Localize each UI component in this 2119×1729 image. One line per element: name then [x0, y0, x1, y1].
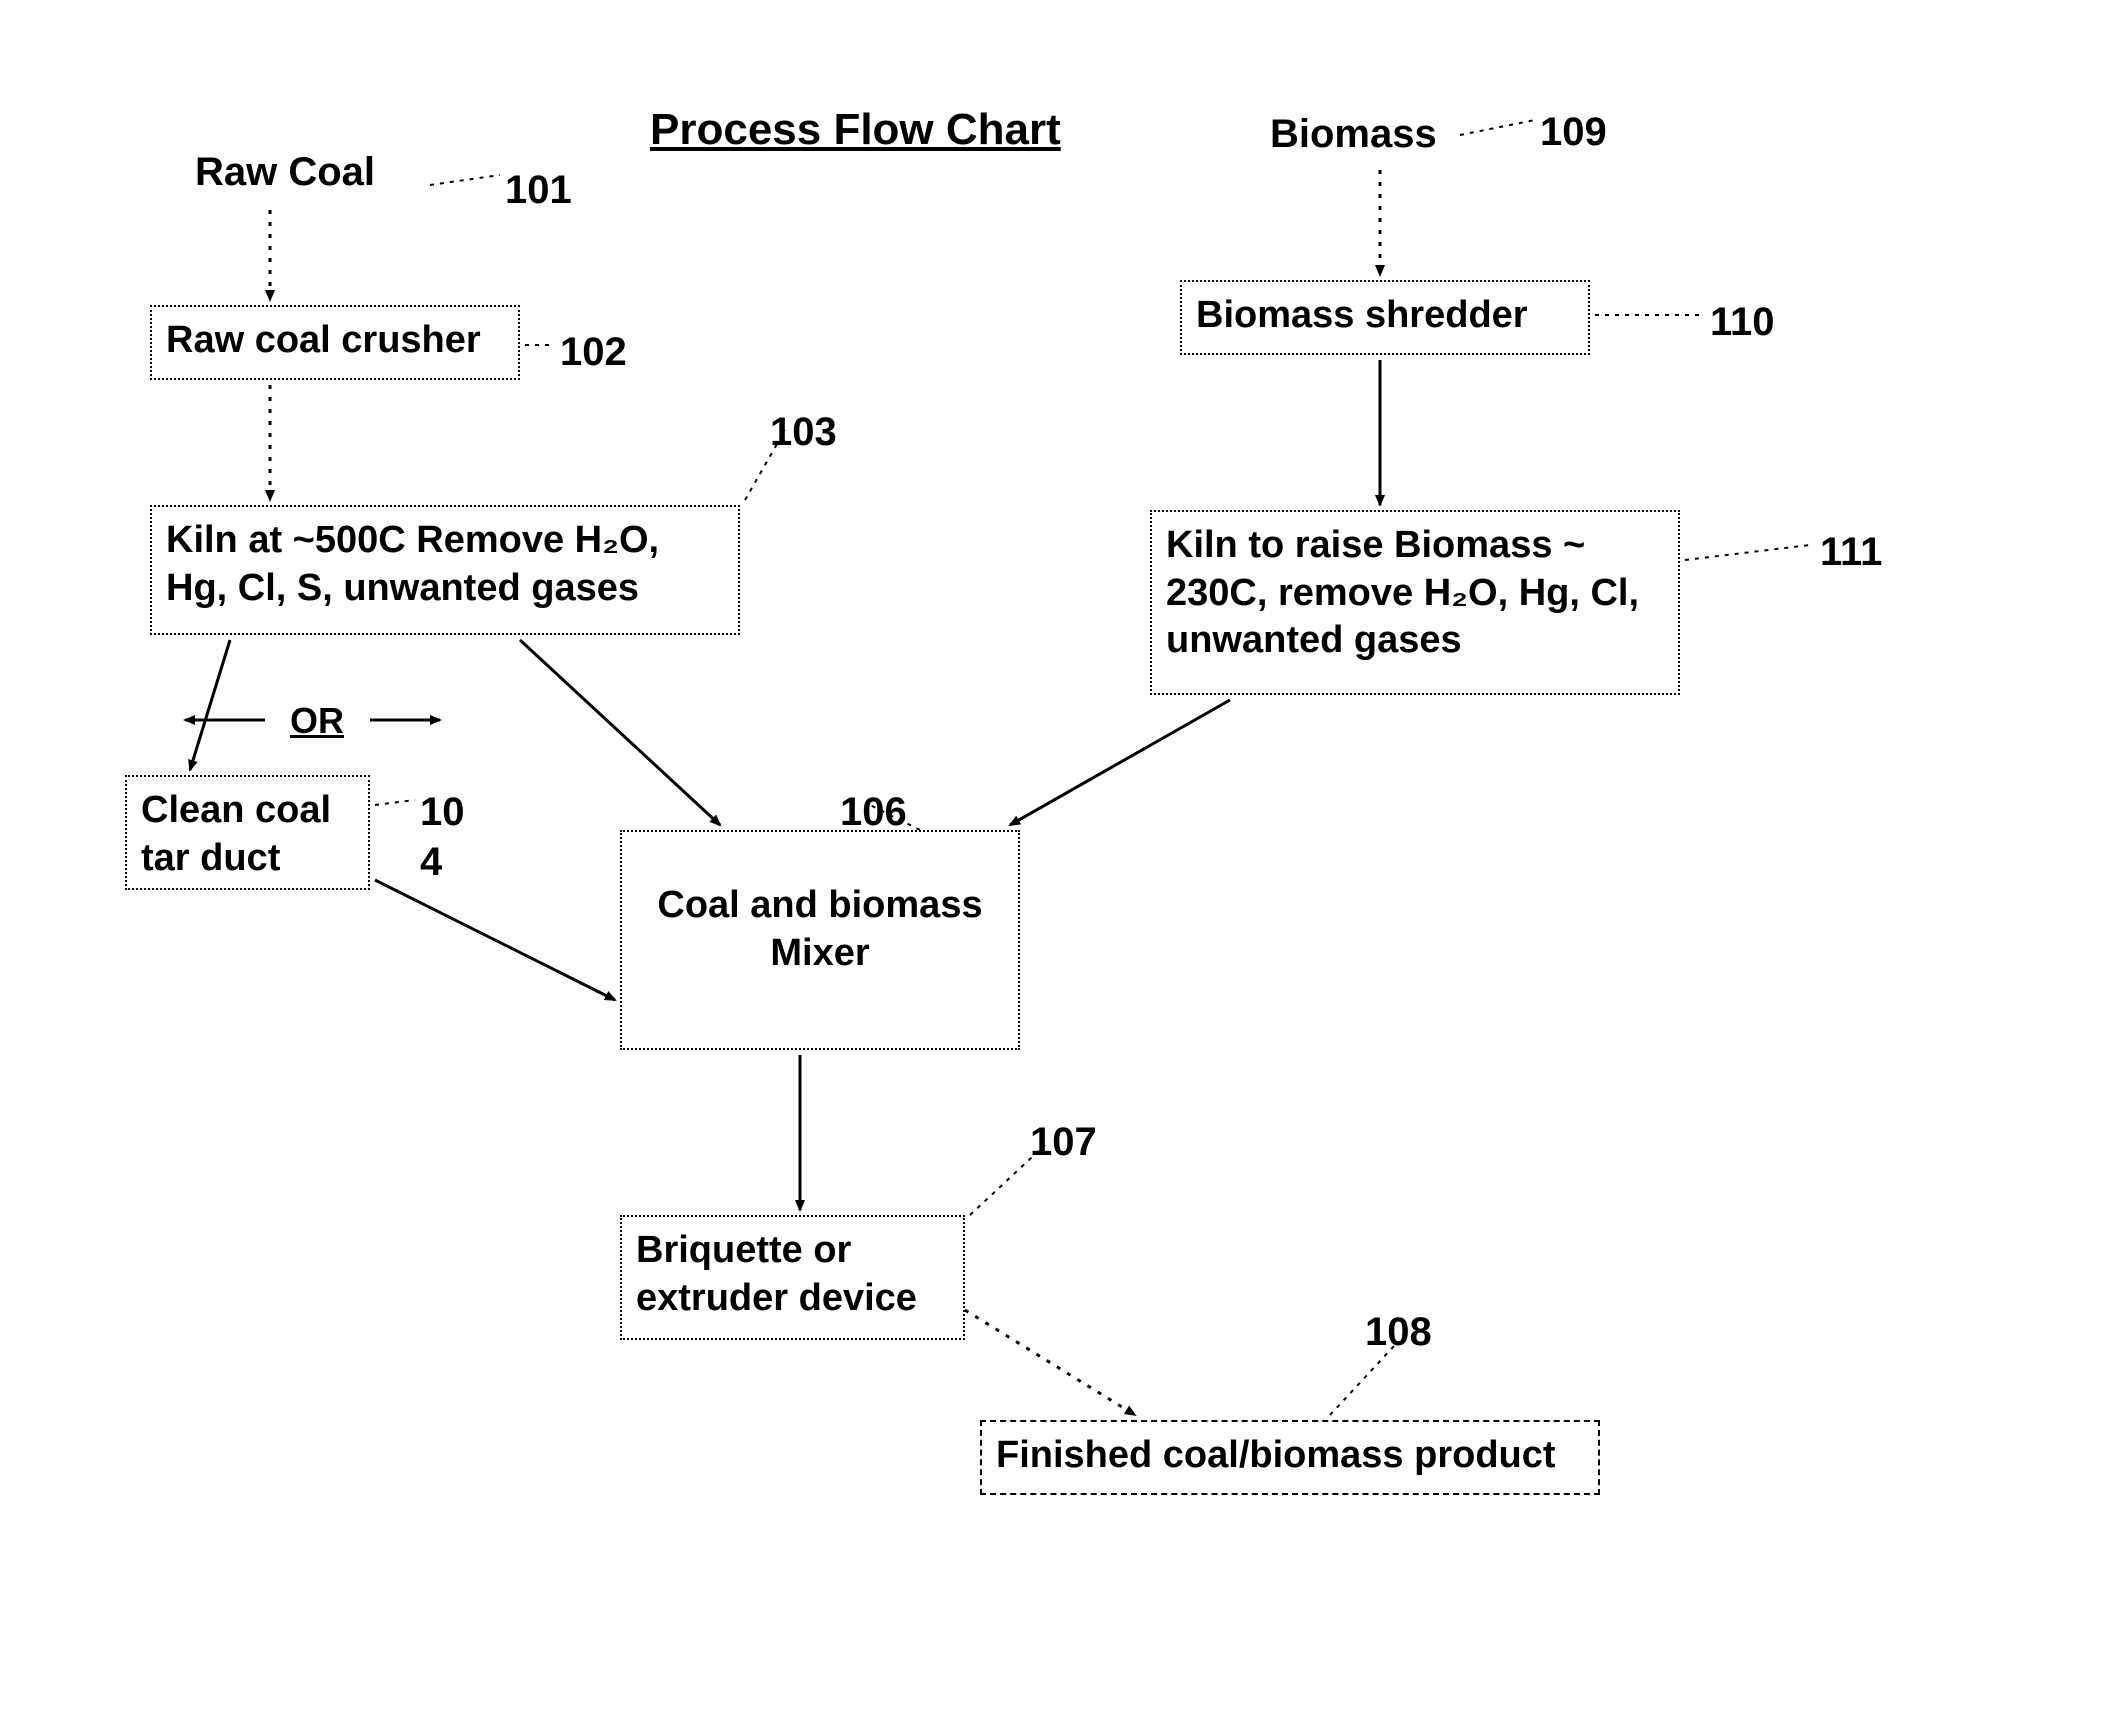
ref-107: 107	[1030, 1120, 1097, 1165]
leader-ref-111	[1685, 545, 1810, 560]
leader-ref-101	[430, 175, 500, 185]
ref-109: 109	[1540, 110, 1607, 155]
flowchart-title: Process Flow Chart	[650, 105, 1061, 155]
edge-kiln-coal-to-tar-duct	[190, 640, 230, 770]
ref-108: 108	[1365, 1310, 1432, 1355]
flowchart-canvas: Process Flow Chart Raw Coal Biomass 101 …	[0, 0, 2119, 1729]
leader-ref-108	[1330, 1345, 1395, 1415]
ref-110: 110	[1710, 300, 1775, 345]
node-kiln-coal: Kiln at ~500C Remove H₂O, Hg, Cl, S, unw…	[150, 505, 740, 635]
ref-102: 102	[560, 330, 627, 375]
node-tar-duct: Clean coal tar duct	[125, 775, 370, 890]
node-finished-product: Finished coal/biomass product	[980, 1420, 1600, 1495]
node-kiln-biomass: Kiln to raise Biomass ~ 230C, remove H₂O…	[1150, 510, 1680, 695]
edge-kiln-bio-to-mixer	[1010, 700, 1230, 825]
leader-ref-109	[1460, 120, 1535, 135]
leader-ref-104	[375, 800, 415, 805]
ref-103: 103	[770, 410, 837, 455]
node-shredder: Biomass shredder	[1180, 280, 1590, 355]
edge-briquette-to-product	[965, 1310, 1135, 1415]
edge-tar-duct-to-mixer	[375, 880, 615, 1000]
ref-106: 106	[840, 790, 907, 835]
edge-kiln-coal-to-mixer	[520, 640, 720, 825]
ref-104-top: 10	[420, 790, 465, 835]
node-mixer: Coal and biomass Mixer	[620, 830, 1020, 1050]
label-raw-coal: Raw Coal	[195, 150, 375, 195]
ref-111: 111	[1820, 530, 1882, 575]
node-crusher: Raw coal crusher	[150, 305, 520, 380]
ref-104-bottom: 4	[420, 840, 442, 885]
node-briquette: Briquette or extruder device	[620, 1215, 965, 1340]
or-label: OR	[290, 700, 344, 742]
label-biomass: Biomass	[1270, 112, 1437, 157]
ref-101: 101	[505, 168, 572, 213]
